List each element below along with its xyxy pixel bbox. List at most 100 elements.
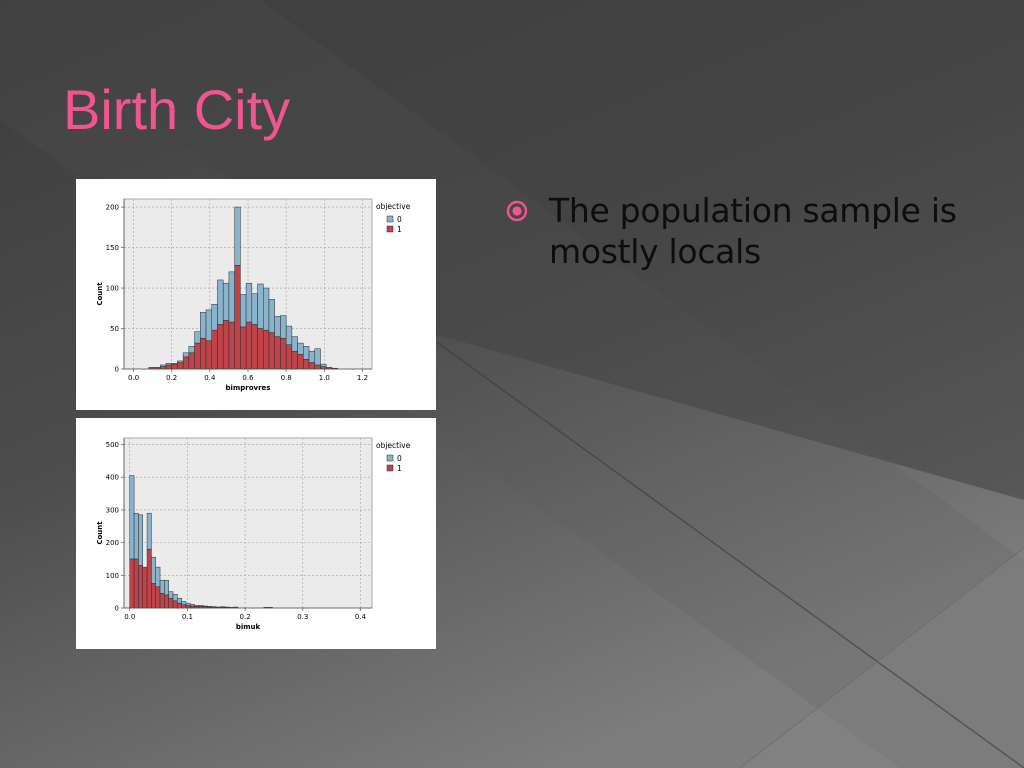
bar-series-0 (190, 604, 195, 607)
y-tick-label: 100 (106, 572, 119, 580)
legend-title: objective (376, 441, 411, 450)
x-tick-label: 0.4 (355, 613, 367, 621)
plot-area (123, 437, 373, 609)
bar-series-1 (177, 602, 182, 609)
bar-series-0 (263, 287, 270, 331)
bar-series-0 (291, 336, 298, 352)
x-tick-label: 0.2 (240, 613, 251, 621)
bar-series-0 (146, 512, 152, 550)
bar-series-1 (151, 583, 156, 609)
bar-series-0 (211, 303, 218, 331)
y-axis-title: Count (96, 521, 104, 545)
x-tick-label: 1.2 (357, 374, 368, 382)
bar-series-0 (203, 605, 208, 607)
x-tick-label: 0.6 (242, 374, 254, 382)
bar-series-0 (181, 601, 187, 605)
bar-series-1 (274, 336, 281, 370)
bar-series-1 (211, 329, 218, 370)
bar-series-1 (159, 593, 165, 609)
bar-series-1 (291, 350, 298, 370)
y-tick-label: 500 (106, 441, 119, 449)
bar-series-0 (177, 360, 184, 363)
histogram-bimuk-plot: 0.0 0.1 0.2 0.3 0.4 0 100 200 300 400 500 bimuk Coun… (96, 437, 411, 631)
bar-series-1 (268, 332, 275, 370)
legend-label-0: 0 (397, 215, 402, 224)
y-tick-label: 400 (106, 474, 119, 482)
bar-series-0 (257, 283, 264, 329)
bar-series-0 (129, 475, 135, 560)
bars (148, 206, 338, 370)
bar-series-1 (297, 354, 304, 370)
bar-series-1 (251, 324, 258, 370)
bar-series-0 (207, 606, 213, 608)
y-tick-label: 200 (106, 204, 119, 212)
bar-series-1 (138, 565, 143, 609)
bar-series-1 (245, 321, 253, 370)
bar-series-1 (142, 566, 148, 609)
bar-series-1 (314, 364, 321, 370)
bar-series-0 (171, 363, 178, 365)
bar-series-0 (303, 346, 310, 360)
y-tick-label: 150 (106, 244, 119, 252)
bar-series-0 (138, 514, 143, 566)
bar-series-0 (194, 605, 200, 607)
bar-series-0 (228, 271, 235, 323)
x-axis-title: bimprovres (226, 384, 271, 392)
bar-series-1 (240, 326, 247, 370)
x-tick-label: 0.1 (182, 613, 193, 621)
bar-series-1 (188, 352, 195, 370)
bar-series-0 (308, 350, 316, 363)
bar-series-0 (234, 206, 241, 266)
bar-series-0 (177, 597, 182, 604)
bar-series-0 (172, 594, 178, 602)
y-tick-label: 100 (106, 285, 119, 293)
y-axis-title: Count (96, 282, 104, 306)
x-tick-label: 1.0 (319, 374, 330, 382)
x-tick-label: 0.0 (124, 613, 135, 621)
y-tick-label: 0 (115, 366, 119, 374)
bar-series-0 (194, 331, 201, 344)
bar-series-0 (168, 591, 174, 599)
bar-series-0 (268, 299, 275, 333)
bar-series-1 (181, 604, 187, 609)
bar-series-0 (222, 282, 230, 321)
bar-series-0 (320, 363, 327, 367)
legend-swatch-1 (386, 225, 394, 233)
bar-series-1 (205, 340, 213, 370)
legend: objective 01 (376, 441, 411, 473)
bar-series-1 (133, 558, 139, 609)
bar-series-1 (129, 558, 135, 609)
bar-series-1 (172, 600, 178, 609)
legend-swatch-0 (386, 454, 394, 462)
legend: objective 01 (376, 202, 411, 234)
bar-series-1 (200, 337, 207, 370)
bar-series-0 (297, 342, 304, 355)
bar-series-1 (257, 328, 264, 370)
x-tick-label: 0.3 (297, 613, 308, 621)
legend-label-1: 1 (397, 225, 402, 234)
x-tick-label: 0.2 (166, 374, 177, 382)
y-tick-label: 0 (115, 605, 119, 613)
bar-series-1 (182, 356, 190, 370)
slide-title: Birth City (63, 78, 291, 141)
bar-series-1 (164, 594, 169, 609)
bar-series-0 (245, 282, 253, 323)
legend-label-0: 0 (397, 454, 402, 463)
x-tick-label: 0.0 (128, 374, 139, 382)
y-tick-label: 300 (106, 506, 119, 514)
bar-series-1 (177, 362, 184, 370)
bar-series-0 (217, 279, 224, 325)
bar-series-1 (194, 342, 201, 370)
bar-series-0 (280, 315, 287, 339)
histogram-bimprovres: 0.0 0.2 0.4 0.6 0.8 1.0 1.2 0 50 100 150 200 bimprov… (76, 179, 436, 410)
target-bullet-icon (506, 200, 528, 222)
bar-series-1 (234, 265, 241, 370)
bar-series-1 (171, 363, 178, 370)
bar-series-1 (222, 320, 230, 370)
bar-series-0 (240, 294, 247, 328)
histogram-bimuk: 0.0 0.1 0.2 0.3 0.4 0 100 200 300 400 500 bimuk Coun… (76, 418, 436, 649)
bar-series-0 (314, 348, 321, 366)
bar-series-1 (263, 329, 270, 370)
bar-series-0 (188, 346, 195, 354)
bar-series-0 (165, 363, 172, 366)
